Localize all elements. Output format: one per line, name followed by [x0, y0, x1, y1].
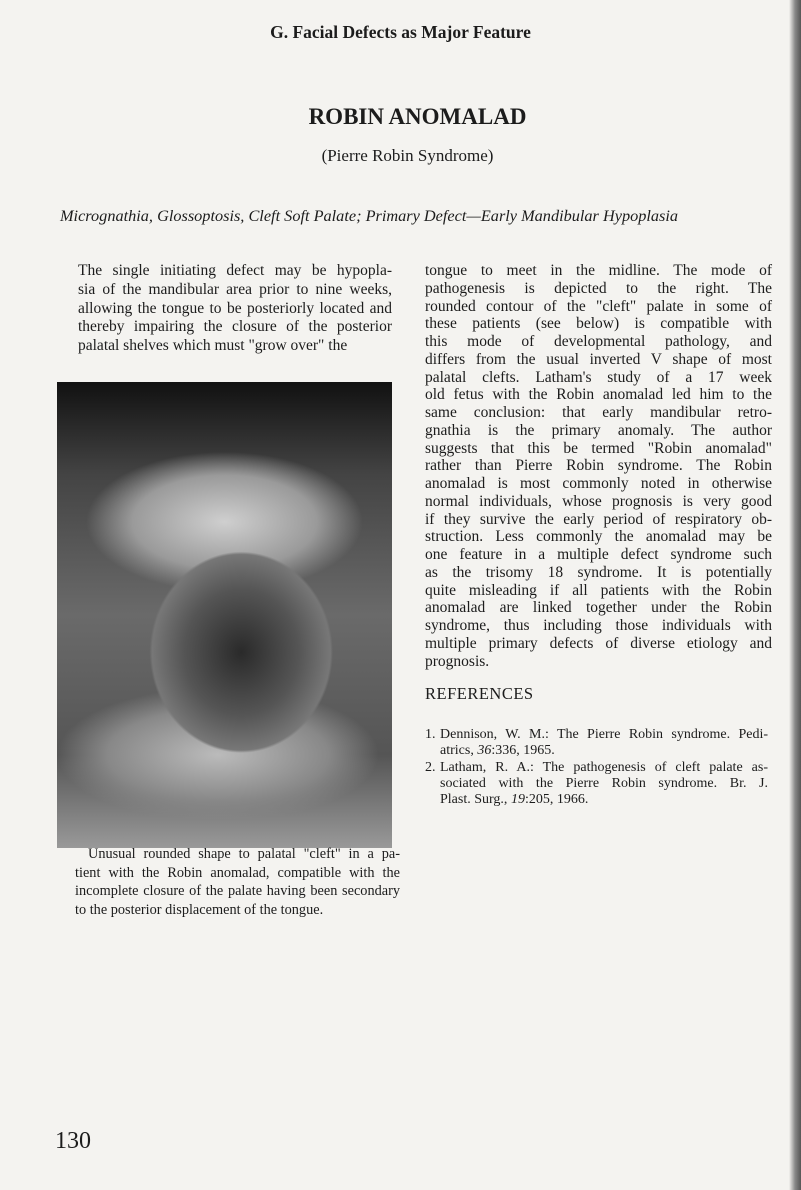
text-line: rather than Pierre Robin syndrome. The R…: [425, 457, 772, 475]
text-line: if they survive the early period of resp…: [425, 510, 772, 528]
text-line: The single initiating defect may be hypo…: [78, 262, 392, 279]
citation-text: :336, 1965.: [491, 743, 555, 759]
reference-line: Dennison, W. M.: The Pierre Robin syndro…: [440, 727, 768, 743]
citation-text: Latham, R. A.: The pathogenesis of cleft…: [440, 759, 768, 775]
text-line: struction. Less commonly the anomalad ma…: [425, 528, 772, 546]
citation-text: Dennison, W. M.: The Pierre Robin syndro…: [440, 727, 768, 742]
citation-text: Plast. Surg.,: [440, 792, 511, 808]
text-line: pathogenesis is depicted to the right. T…: [425, 279, 772, 297]
running-header: G. Facial Defects as Major Feature: [270, 22, 531, 42]
text-line: normal individuals, whose prognosis is v…: [425, 492, 772, 510]
text-line: Unusual rounded shape to palatal "cleft"…: [88, 846, 400, 862]
page-number: 130: [55, 1128, 91, 1154]
text-line: anomalad is most commonly noted in other…: [425, 475, 772, 492]
subtitle: (Pierre Robin Syndrome): [321, 146, 494, 165]
text-line: incomplete closure of the palate having …: [75, 883, 400, 900]
text-line: gnathia is the primary anomaly. The auth…: [425, 421, 772, 439]
text-line: thereby impairing the closure of the pos…: [78, 318, 392, 336]
reference-line: Latham, R. A.: The pathogenesis of cleft…: [440, 760, 768, 776]
text-line: same conclusion: that early mandibular r…: [425, 404, 772, 421]
reference-number: 1.: [425, 727, 436, 742]
volume: 19: [510, 792, 525, 808]
text-line: rounded contour of the "cleft" palate in…: [425, 297, 772, 315]
citation-text: atrics,: [440, 743, 478, 759]
reference-number: 2.: [425, 759, 436, 775]
reference-line: Plast. Surg., 19:205, 1966.: [440, 792, 768, 808]
volume: 36: [477, 743, 492, 759]
text-line: one feature in a multiple defect syndrom…: [425, 546, 772, 563]
text-line: palatal shelves which must "grow over" t…: [78, 337, 348, 355]
text-line: anomalad are linked together under the R…: [425, 599, 772, 617]
reference-line: atrics, 36:336, 1965.: [440, 743, 768, 759]
text-line: tient with the Robin anomalad, compatibl…: [75, 864, 400, 881]
text-line: suggests that this be termed "Robin anom…: [425, 439, 772, 457]
text-line: this mode of developmental pathology, an…: [425, 333, 772, 350]
text-line: old fetus with the Robin anomalad led hi…: [425, 386, 772, 404]
text-line: quite misleading if all patients with th…: [425, 581, 772, 599]
reference-line: sociated with the Pierre Robin syndrome.…: [440, 776, 768, 792]
text-line: tongue to meet in the midline. The mode …: [425, 262, 772, 279]
scan-edge: [789, 0, 801, 1190]
keywords: Micrognathia, Glossoptosis, Cleft Soft P…: [60, 206, 679, 225]
text-line: differs from the usual inverted V shape …: [425, 350, 772, 368]
citation-text: sociated with the Pierre Robin syndrome.…: [440, 775, 768, 791]
photo: [57, 382, 392, 848]
text-line: multiple primary defects of diverse etio…: [425, 634, 772, 652]
text-line: these patients (see below) is compatible…: [425, 315, 772, 333]
title: ROBIN ANOMALAD: [308, 104, 527, 129]
text-line: to the posterior displacement of the ton…: [75, 901, 324, 918]
text-line: allowing the tongue to be posteriorly lo…: [78, 299, 392, 317]
text-line: palatal clefts. Latham's study of a 17 w…: [425, 368, 772, 386]
references-heading: REFERENCES: [425, 684, 534, 703]
citation-text: :205, 1966.: [524, 792, 589, 808]
text-line: sia of the mandibular area prior to nine…: [78, 280, 392, 298]
text-line: syndrome, thus including those individua…: [425, 617, 772, 634]
text-line: as the trisomy 18 syndrome. It is potent…: [425, 563, 772, 581]
text-line: prognosis.: [425, 652, 490, 670]
